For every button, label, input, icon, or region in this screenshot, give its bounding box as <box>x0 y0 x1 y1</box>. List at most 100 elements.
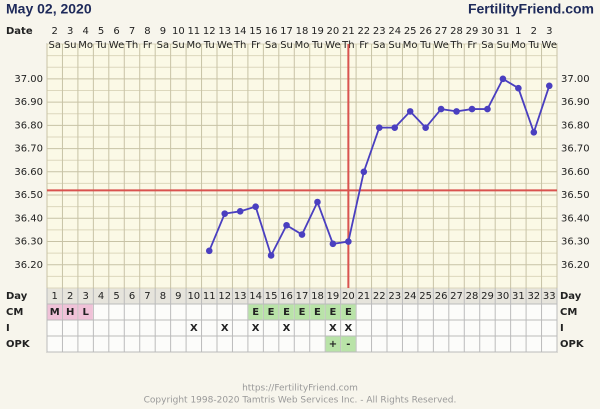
x-tick-label: 13 <box>234 291 247 302</box>
date-label: 1 <box>515 26 521 37</box>
temperature-point <box>422 124 429 131</box>
date-label: 28 <box>450 26 463 37</box>
y-tick-label: 36.50 <box>561 190 590 201</box>
temperature-point <box>236 208 244 215</box>
y-tick-label: 37.00 <box>14 74 43 85</box>
date-label: 25 <box>404 26 417 37</box>
x-tick-label: 10 <box>187 291 200 302</box>
x-tick-label: 1 <box>52 291 58 302</box>
date-label: 30 <box>481 26 494 37</box>
opk-cell <box>325 336 341 352</box>
y-tick-label: 37.00 <box>561 74 590 85</box>
weekday-label: Su <box>388 40 401 51</box>
opk-value: - <box>346 339 350 350</box>
row-label: Day <box>560 291 582 302</box>
x-tick-label: 20 <box>342 291 355 302</box>
temperature-point <box>360 168 368 176</box>
y-tick-label: 36.80 <box>561 120 590 131</box>
x-tick-label: 11 <box>203 291 216 302</box>
temperature-point <box>267 252 275 259</box>
plot-area <box>46 43 558 289</box>
cm-value: E <box>329 307 336 318</box>
date-label: 24 <box>388 26 401 37</box>
weekday-label: Tu <box>95 40 107 51</box>
x-tick-label: 26 <box>435 291 448 302</box>
weekday-label: We <box>109 40 124 51</box>
x-tick-label: 6 <box>129 291 135 302</box>
x-tick-label: 33 <box>543 291 556 302</box>
weekday-label: We <box>217 40 232 51</box>
intercourse-mark: X <box>221 323 229 334</box>
cm-cell <box>310 304 325 320</box>
date-label: 4 <box>82 26 88 37</box>
row-label: CM <box>560 307 577 318</box>
x-tick-label: 14 <box>249 291 262 302</box>
x-tick-label: 16 <box>280 291 293 302</box>
date-label: 18 <box>296 26 309 37</box>
date-label: 20 <box>327 26 340 37</box>
date-label: 8 <box>144 26 150 37</box>
y-tick-label: 36.60 <box>561 167 590 178</box>
date-label: 15 <box>249 26 262 37</box>
cm-value: E <box>299 307 306 318</box>
x-tick-label: 28 <box>466 291 479 302</box>
intercourse-mark: X <box>345 323 353 334</box>
chart-date: May 02, 2020 <box>6 1 92 17</box>
y-tick-label: 36.70 <box>14 144 43 155</box>
cm-value: E <box>283 307 290 318</box>
cm-value: E <box>252 307 259 318</box>
weekday-label: Sa <box>265 40 277 51</box>
x-tick-label: 18 <box>311 291 324 302</box>
x-tick-label: 15 <box>265 291 278 302</box>
opk-cell <box>341 336 356 352</box>
temperature-point <box>221 210 229 217</box>
weekday-label: Tu <box>419 40 431 51</box>
temperature-point <box>252 203 259 210</box>
weekday-label: Th <box>449 40 462 51</box>
intercourse-mark: X <box>329 323 337 334</box>
date-label: 31 <box>497 26 510 37</box>
x-tick-label: 23 <box>388 291 401 302</box>
date-label: 6 <box>113 26 119 37</box>
date-label: 21 <box>342 26 355 37</box>
temperature-point <box>545 82 553 90</box>
row-label: Day <box>6 291 28 302</box>
x-tick-label: 25 <box>419 291 432 302</box>
cm-cell <box>248 304 263 320</box>
date-label: 27 <box>435 26 448 37</box>
intercourse-mark: X <box>190 323 198 334</box>
weekday-label: We <box>325 40 340 51</box>
cm-cell <box>279 304 294 320</box>
date-label: 10 <box>172 26 185 37</box>
weekday-label: Fr <box>359 40 369 51</box>
weekday-label: Mo <box>403 40 418 51</box>
cm-cell <box>263 304 279 320</box>
date-label: 12 <box>203 26 216 37</box>
date-label: 29 <box>466 26 479 37</box>
date-label: 11 <box>187 26 200 37</box>
x-tick-label: 4 <box>98 291 104 302</box>
date-label: 19 <box>311 26 324 37</box>
y-tick-label: 36.90 <box>561 97 590 108</box>
weekday-label: Su <box>172 40 185 51</box>
cm-cell <box>62 304 78 320</box>
temperature-point <box>406 108 414 115</box>
y-tick-label: 36.80 <box>14 120 43 131</box>
x-tick-label: 24 <box>404 291 417 302</box>
cm-value: H <box>66 307 74 318</box>
footer-url[interactable]: https://FertilityFriend.com <box>242 384 358 394</box>
temperature-point <box>283 221 290 229</box>
x-tick-label: 12 <box>218 291 231 302</box>
cm-value: M <box>50 307 60 318</box>
weekday-label: Su <box>497 40 510 51</box>
x-tick-label: 8 <box>160 291 166 302</box>
row-label: Date <box>6 26 33 37</box>
date-label: 3 <box>546 26 552 37</box>
weekday-label: Th <box>233 40 246 51</box>
temperature-point <box>437 105 445 113</box>
x-tick-label: 3 <box>82 291 88 302</box>
site-name[interactable]: FertilityFriend.com <box>468 1 594 17</box>
date-label: 17 <box>280 26 293 37</box>
weekday-label: Fr <box>467 40 477 51</box>
